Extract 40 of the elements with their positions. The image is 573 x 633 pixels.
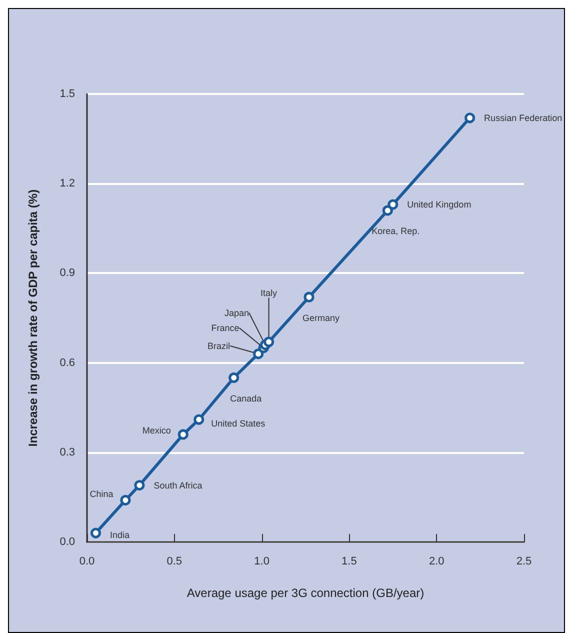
annotation: Korea, Rep.: [372, 226, 420, 236]
point: [120, 494, 131, 506]
annotation: South Africa: [154, 480, 202, 490]
y-tick-label: 0.0: [60, 536, 75, 548]
annotation: Russian Federation: [484, 112, 562, 123]
annotation: India: [110, 530, 130, 540]
annotation: Brazil: [208, 340, 230, 351]
x-tick-label: 2.0: [428, 556, 444, 568]
y-tick-label: 0.3: [60, 446, 75, 458]
point: [228, 372, 240, 383]
point: [264, 336, 274, 348]
y-tick-label: 0.9: [60, 267, 75, 280]
point: [134, 480, 145, 490]
annotation: France: [211, 322, 240, 333]
point: [194, 414, 204, 425]
x-tick-label: 0.5: [166, 556, 182, 568]
annotation: United States: [211, 418, 266, 429]
y-axis-title: Increase in growth rate of GDP per capita (%): [26, 189, 40, 447]
point: [464, 112, 476, 124]
point: [90, 528, 101, 538]
annotation: Japan: [224, 308, 250, 318]
point: [304, 292, 314, 302]
annotation: Italy: [260, 288, 278, 298]
annotation: United Kingdom: [407, 200, 472, 210]
point: [388, 199, 398, 210]
x-tick-label: 1.5: [342, 556, 357, 568]
y-tick-label: 1.2: [60, 178, 75, 190]
annotation: China: [90, 489, 114, 500]
point: [178, 429, 188, 440]
x-axis-title: Average usage per 3G connection (GB/year): [186, 586, 424, 600]
y-tick-label: 0.6: [60, 356, 75, 369]
annotation: Canada: [230, 393, 262, 404]
point: [253, 348, 264, 360]
point: [382, 205, 393, 216]
y-tick-label: 1.5: [60, 88, 75, 100]
annotation: Germany: [302, 312, 340, 323]
x-tick-label: 1.0: [254, 556, 270, 568]
x-tick-label: 2.5: [516, 556, 532, 568]
x-tick-label: 0.0: [79, 556, 95, 568]
annotation: Mexico: [142, 425, 171, 436]
